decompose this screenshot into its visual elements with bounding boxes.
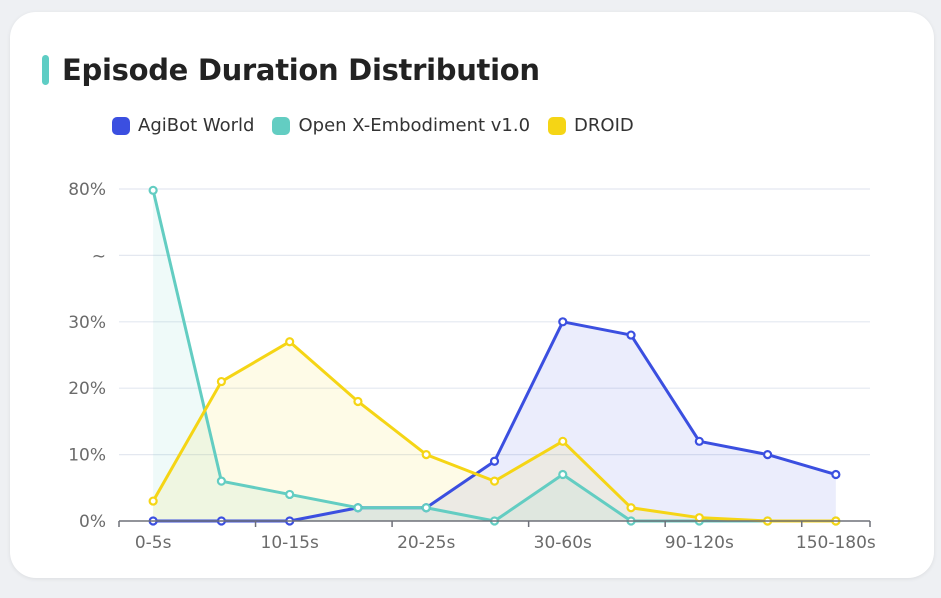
data-point	[148, 496, 158, 506]
y-tick-label: 20%	[68, 379, 106, 399]
data-point	[626, 330, 636, 340]
legend: AgiBot World Open X-Embodiment v1.0 DROID	[112, 115, 634, 136]
data-point	[694, 436, 704, 446]
legend-label: Open X-Embodiment v1.0	[298, 115, 531, 136]
chart-title: Episode Duration Distribution	[62, 53, 540, 87]
data-point	[831, 469, 841, 480]
series-area	[153, 190, 836, 521]
data-point	[353, 503, 363, 513]
y-tick-label: 80%	[68, 180, 106, 200]
data-point	[148, 185, 158, 195]
legend-item[interactable]: AgiBot World	[112, 115, 254, 136]
data-point	[489, 476, 500, 486]
title-accent-bar	[42, 55, 49, 85]
y-tick-label: 30%	[68, 313, 106, 333]
legend-label: AgiBot World	[138, 115, 255, 136]
x-tick-label: 10-15s	[261, 533, 319, 553]
data-point	[285, 337, 295, 347]
series-area	[153, 321, 836, 521]
data-point	[216, 476, 227, 486]
data-point	[216, 376, 227, 387]
data-point	[353, 396, 363, 407]
data-point	[285, 489, 295, 500]
data-point	[558, 436, 568, 446]
y-tick-label: ~	[92, 246, 106, 266]
legend-item[interactable]: DROID	[548, 115, 634, 136]
x-tick-label: 150-180s	[796, 533, 876, 553]
legend-swatch	[112, 116, 130, 135]
data-point	[558, 469, 568, 480]
x-tick-label: 20-25s	[397, 533, 455, 553]
data-point	[626, 503, 636, 513]
legend-item[interactable]: Open X-Embodiment v1.0	[272, 115, 530, 136]
y-tick-label: 10%	[68, 446, 106, 466]
legend-label: DROID	[574, 115, 634, 136]
series-area	[153, 341, 836, 521]
legend-swatch	[272, 116, 291, 135]
y-tick-label: 0%	[79, 512, 106, 532]
x-tick-label: 0-5s	[135, 533, 172, 553]
x-tick-label: 90-120s	[665, 533, 734, 553]
legend-swatch	[548, 116, 567, 135]
data-point	[489, 456, 500, 466]
data-point	[694, 513, 704, 523]
data-point	[762, 450, 773, 460]
data-point	[421, 503, 431, 513]
x-tick-label: 30-60s	[534, 533, 592, 553]
data-point	[421, 450, 431, 460]
data-point	[558, 317, 568, 327]
